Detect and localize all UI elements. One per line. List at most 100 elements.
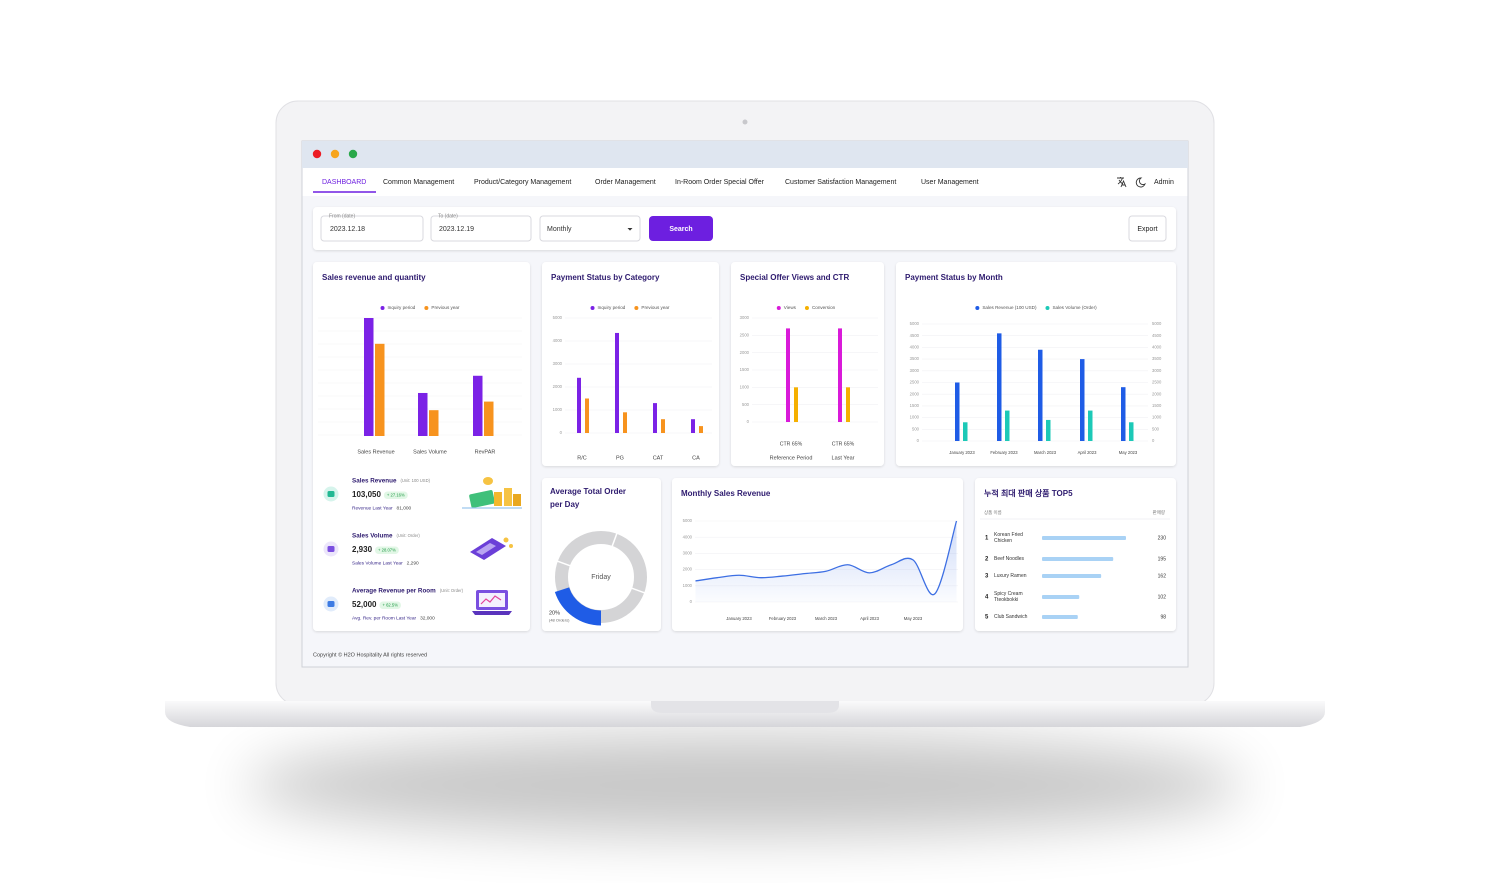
order-day-title-box: Average Total Order per Day	[550, 487, 626, 509]
product-name-box: Beef Noodles	[994, 556, 1024, 562]
legend: Inquiry period Previous year	[590, 305, 670, 310]
x-tick-label: CA	[692, 455, 700, 461]
illus-coin	[503, 537, 509, 543]
x-tick-label: January 2023	[726, 616, 752, 621]
product-name-box: Korean Fried Chicken	[994, 532, 1023, 545]
y-tick-label: 1500	[740, 367, 750, 372]
y-tick-label: 1000	[683, 583, 693, 588]
nav-item[interactable]: Customer Satisfaction Management	[785, 179, 896, 186]
x-tick-label: March 2023	[815, 616, 838, 621]
bar	[661, 419, 665, 433]
nav-item[interactable]: Common Management	[383, 179, 454, 186]
nav-item[interactable]: Product/Category Management	[474, 179, 571, 186]
x-tick-label: Last Year	[832, 455, 855, 461]
illus-coin-stack	[494, 492, 502, 506]
kpi-unit: (Unit: Order)	[440, 588, 464, 593]
export-button[interactable]	[1128, 215, 1167, 242]
y-tick-label: 2000	[683, 567, 693, 572]
donut-note: (48 Orders)	[549, 618, 570, 623]
illus-coin	[509, 544, 513, 548]
card	[975, 478, 1176, 631]
legend-swatch	[975, 306, 980, 310]
shadow	[245, 735, 1245, 835]
nav-item[interactable]: DASHBOARD	[322, 179, 366, 186]
kpi-last-value: 2,290	[407, 560, 419, 566]
theme-icon[interactable]	[1135, 177, 1146, 188]
bar	[846, 387, 850, 422]
y-tick-label: 3000	[553, 361, 563, 366]
column-header: 상품 이름	[984, 509, 1002, 516]
legend-label: Sales Revenue (100 USD)	[982, 305, 1037, 310]
x-tick-label: Sales Revenue	[357, 449, 394, 455]
nav-item[interactable]: In-Room Order Special Offer	[675, 179, 765, 186]
y2-tick-label: 3500	[1152, 356, 1162, 361]
product-name: Luxury Ramen	[994, 572, 1027, 579]
bar	[623, 412, 627, 433]
donut-gap	[611, 532, 618, 548]
export-label: Export	[1137, 226, 1157, 233]
translate-icon[interactable]	[1117, 177, 1127, 188]
y-tick-label: 4000	[683, 534, 693, 539]
nav-item[interactable]: User Management	[921, 179, 979, 186]
bar	[1046, 419, 1051, 441]
period-value: Monthly	[547, 226, 572, 233]
search-button[interactable]	[649, 216, 713, 241]
bar	[963, 422, 968, 441]
bar	[473, 375, 483, 436]
y-tick-label: 0	[917, 438, 920, 443]
y-tick-label: 0	[560, 430, 563, 435]
product-name: Club Sandwich	[994, 613, 1028, 620]
bar	[699, 426, 703, 433]
donut-segment	[554, 586, 602, 626]
legend-swatch	[634, 306, 639, 310]
sales-value: 162	[1158, 573, 1167, 579]
donut-value-label: 20%	[549, 610, 560, 616]
y-tick-label: 2000	[740, 350, 750, 355]
kpi-value: 52,000	[352, 600, 377, 609]
donut-gap	[556, 560, 572, 567]
legend-label: Previous year	[431, 305, 460, 310]
legend-label: Conversion	[812, 305, 836, 310]
user-name[interactable]: Admin	[1154, 179, 1174, 186]
kpi-icon-glyph	[327, 546, 335, 552]
y-tick-label: 1000	[740, 384, 750, 389]
x-tick-label: February 2023	[769, 616, 797, 621]
bar	[838, 328, 842, 422]
x-tick-label: PG	[616, 455, 624, 461]
kpi-icon-glyph	[327, 601, 335, 607]
bar	[484, 401, 494, 436]
rank: 1	[985, 536, 989, 542]
kpi-title: Sales Revenue	[352, 478, 397, 485]
legend-label: Inquiry period	[598, 305, 626, 310]
illus-coin-stack	[504, 488, 512, 506]
from-input[interactable]	[320, 215, 424, 242]
kpi-title: Average Revenue per Room	[352, 588, 436, 595]
kpi-title: Sales Volume	[352, 533, 393, 540]
window-close[interactable]	[312, 149, 322, 159]
product-name-box: Club Sandwich	[994, 613, 1028, 620]
kpi-change-badge	[383, 491, 408, 499]
y-tick-label: 4000	[553, 338, 563, 343]
bar	[577, 377, 581, 433]
y2-tick-label: 2000	[1152, 391, 1162, 396]
select-caret	[627, 228, 633, 231]
sales-value: 195	[1158, 556, 1167, 562]
illus-coin-stack	[513, 494, 521, 506]
y2-tick-label: 0	[1152, 438, 1155, 443]
legend-swatch	[590, 306, 595, 310]
window-zoom[interactable]	[348, 149, 358, 159]
rank: 2	[985, 557, 989, 563]
x-tick-label: April 2023	[1078, 450, 1098, 455]
period-select[interactable]	[539, 215, 641, 242]
y-tick-label: 3000	[740, 315, 750, 320]
to-input[interactable]	[430, 215, 532, 242]
window-minimize[interactable]	[330, 149, 340, 159]
cards	[313, 262, 1176, 631]
legend-swatch	[380, 306, 385, 310]
y2-tick-label: 5000	[1152, 321, 1162, 326]
kpi-last-value: 81,000	[397, 505, 412, 511]
nav-item[interactable]: Order Management	[595, 179, 656, 186]
sales-bar	[1042, 557, 1114, 561]
x-tick-label: February 2023	[990, 450, 1018, 455]
